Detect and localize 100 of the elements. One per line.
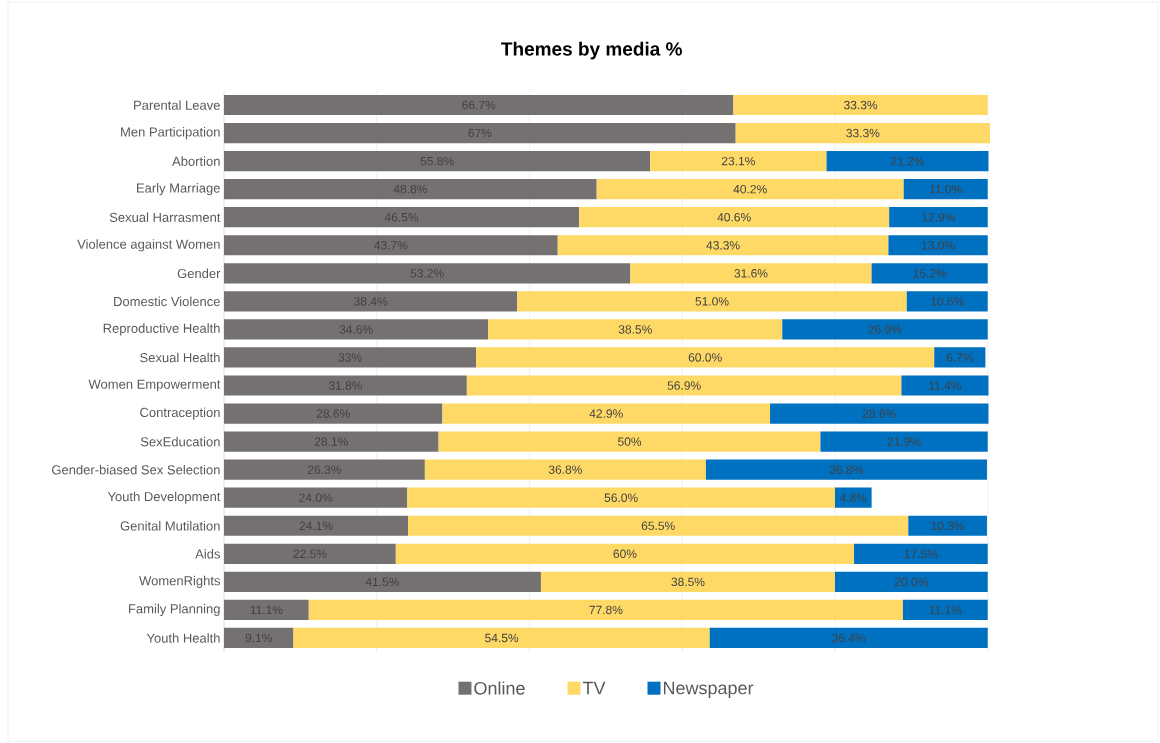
bar [782,319,988,340]
bar [902,599,988,621]
bar [888,235,988,256]
bar [934,347,986,368]
bar [871,263,988,284]
data-label: 21.9% [887,437,921,446]
y-tick-label: Violence against Women [77,239,220,252]
legend-label: Online [474,681,525,695]
bar [820,431,988,452]
bar [438,431,821,452]
data-label: 4.8% [839,493,867,502]
y-tick-label: SexEducation [140,436,220,447]
bar [901,375,989,396]
bar [908,515,987,536]
bar [224,571,541,592]
bar [488,319,783,340]
bar [224,627,294,649]
bar [630,263,872,284]
bar [224,263,631,284]
bar [517,291,907,312]
y-tick-label: Abortion [172,156,220,166]
y-tick-label: Family Planning [129,603,220,616]
bar [407,487,835,508]
bar [408,515,909,536]
y-tick-label: Domestic Violence [114,296,220,307]
bar [834,487,872,508]
y-tick-label: Youth Health [146,633,220,643]
data-label: 36.8% [829,465,864,474]
data-label: 33.3% [846,128,880,138]
bar [224,207,580,228]
bar [224,375,467,396]
data-label: 77.8% [589,605,623,615]
y-tick-label: Sexual Health [140,352,220,363]
y-tick-label: Sexual Harrasment [109,212,221,222]
data-label: 10.6% [931,297,964,306]
bar [224,431,439,452]
y-tick-label: Men Participation [121,127,220,140]
data-label: 40.6% [717,212,751,222]
bar [709,627,988,649]
data-label: 50% [618,437,642,446]
bar [442,403,771,424]
y-tick-label: Women Empowerment [88,379,221,392]
data-label: 54.5% [485,633,519,643]
data-label: 13.0% [921,241,955,250]
data-label: 56.0% [604,493,638,502]
data-label: 38.5% [618,325,652,334]
bar [735,122,990,144]
data-label: 42.9% [589,409,623,418]
bar [395,543,855,564]
bar [889,207,988,228]
bar [224,291,518,312]
bar [224,515,409,536]
chart-title: Themes by media % [501,41,682,60]
y-tick-label: Aids [195,549,220,559]
y-tick-label: WomenRights [139,575,220,588]
data-label: 40.2% [733,184,767,194]
legend-label: Newspaper [663,681,754,698]
bar [224,122,736,144]
bar [224,403,443,424]
bar [476,347,935,368]
bar [224,487,408,508]
bar [903,179,988,200]
bar [424,459,706,480]
bar [770,403,989,424]
data-label: 65.5% [641,521,675,531]
bar [826,151,989,172]
y-tick-label: Youth Development [107,491,221,504]
bar [224,347,477,368]
data-label: 21.2% [891,156,925,166]
data-label: 60% [613,549,637,559]
y-tick-label: Gender [177,268,221,279]
data-label: 11.1% [929,605,962,615]
data-label: 12.9% [922,212,956,222]
data-label: 43.3% [706,241,740,250]
bar [906,291,988,312]
data-label: 15.2% [913,269,947,278]
data-label: 28.6% [862,409,896,418]
bar [650,151,827,172]
bar [224,543,396,564]
data-label: 10.3% [931,521,965,531]
bar [579,207,890,228]
data-label: 31.6% [734,269,768,278]
y-tick-label: Genital Mutilation [120,520,220,531]
y-tick-label: Gender-biased Sex Selection [52,464,220,475]
bar [224,179,597,200]
bar [733,94,988,116]
data-label: 23.1% [721,156,755,166]
data-label: 20.0% [894,577,928,587]
data-label: 38.5% [671,577,705,587]
data-label: 56.9% [667,381,701,390]
bar [224,94,734,116]
data-label: 26.9% [868,325,902,334]
bar [540,571,835,592]
y-tick-label: Contraception [140,407,220,420]
data-label: 51.0% [695,297,729,306]
bar [224,599,309,621]
bar [224,151,651,172]
data-label: 11.4% [929,381,962,390]
legend-label: TV [582,681,606,695]
bar [557,235,889,256]
